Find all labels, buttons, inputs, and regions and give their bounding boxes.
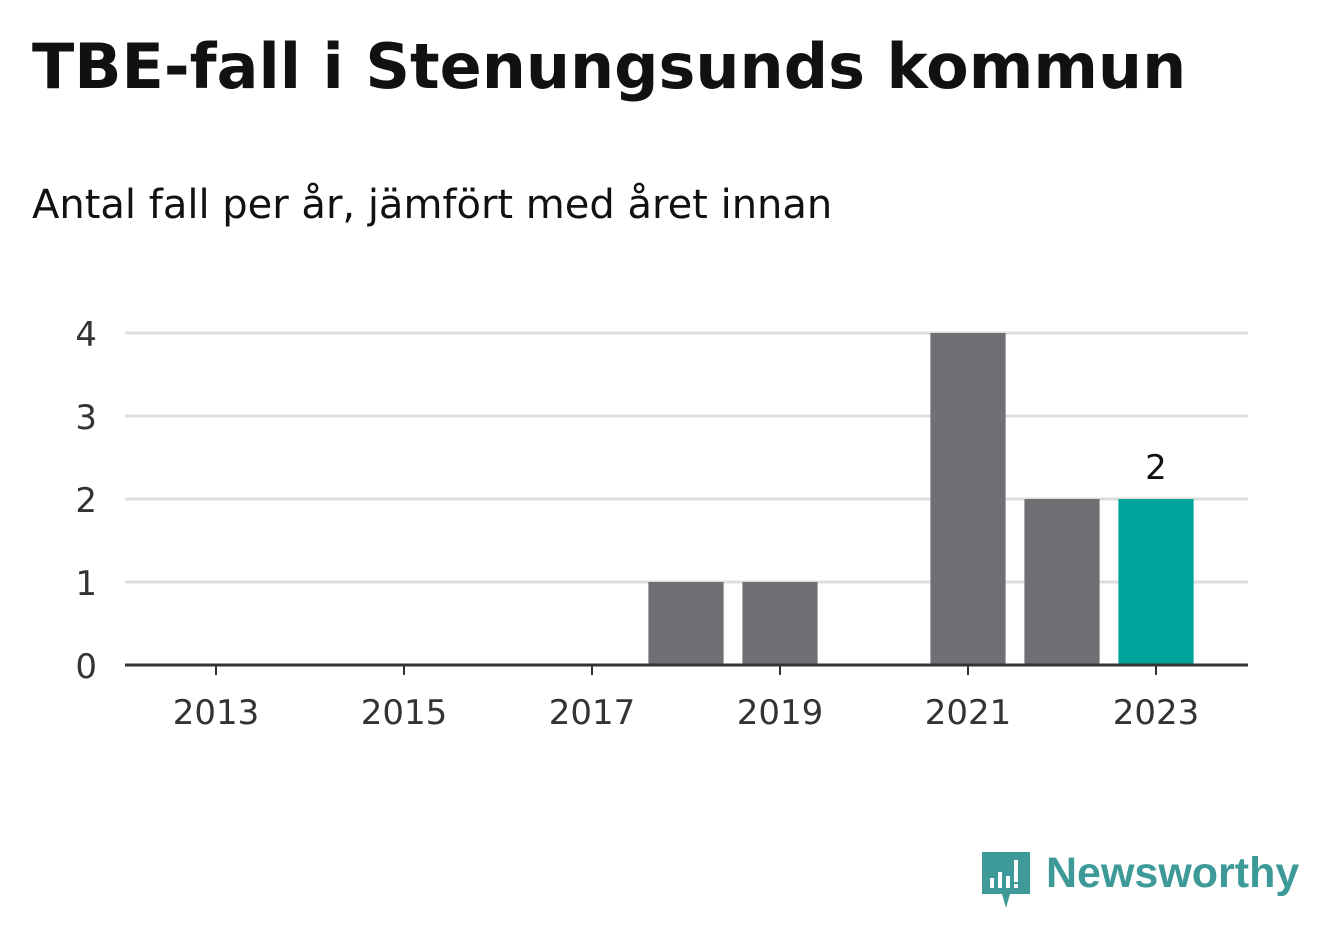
bar xyxy=(1118,499,1194,665)
y-tick-label: 0 xyxy=(75,647,97,687)
x-tick-label: 2023 xyxy=(1113,693,1200,733)
chart-subtitle: Antal fall per år, jämfört med året inna… xyxy=(32,182,833,228)
brand-logo: Newsworthy xyxy=(980,850,1299,910)
bar xyxy=(1024,499,1100,665)
brand-name: Newsworthy xyxy=(1046,849,1300,897)
y-tick-label: 2 xyxy=(75,481,97,521)
data-label: 2 xyxy=(1145,448,1167,488)
y-tick-label: 4 xyxy=(75,315,97,355)
chart-title: TBE-fall i Stenungsunds kommun xyxy=(32,30,1187,103)
x-tick-label: 2021 xyxy=(925,693,1012,733)
bar xyxy=(930,333,1006,665)
x-tick-label: 2019 xyxy=(737,693,824,733)
y-tick-label: 3 xyxy=(75,398,97,438)
x-tick-label: 2015 xyxy=(361,693,448,733)
y-tick-label: 1 xyxy=(75,564,97,604)
newsworthy-logo-icon xyxy=(982,852,1030,908)
x-tick-label: 2013 xyxy=(173,693,260,733)
bar xyxy=(742,582,818,665)
bar xyxy=(648,582,724,665)
x-tick-label: 2017 xyxy=(549,693,636,733)
